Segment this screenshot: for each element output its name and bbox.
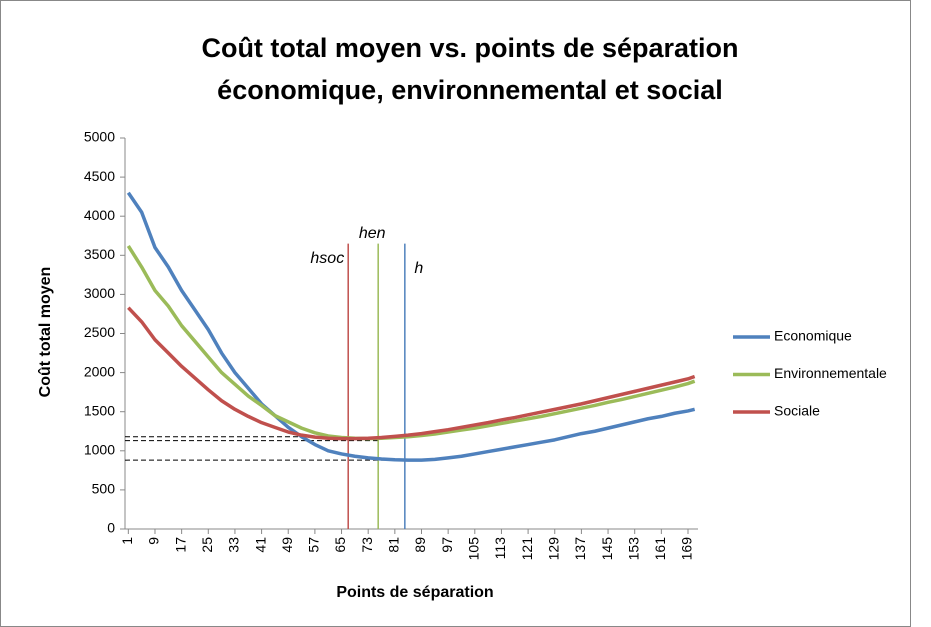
y-tick-label: 2500 <box>84 324 115 340</box>
x-tick-label: 97 <box>439 537 455 553</box>
x-tick-label: 161 <box>652 537 668 561</box>
x-axis-label: Points de séparation <box>336 584 493 601</box>
x-tick-label: 25 <box>199 537 215 553</box>
x-tick-label: 57 <box>306 537 322 553</box>
chart-frame <box>0 0 911 627</box>
x-tick-label: 65 <box>332 537 348 553</box>
y-tick-label: 1500 <box>84 402 115 418</box>
y-tick-label: 3500 <box>84 246 115 262</box>
x-tick-label: 145 <box>599 537 615 561</box>
y-tick-label: 3000 <box>84 285 115 301</box>
x-tick-label: 129 <box>545 537 561 561</box>
legend-label: Environnementale <box>774 365 887 381</box>
x-tick-label: 33 <box>226 537 242 553</box>
x-tick-label: 89 <box>412 537 428 553</box>
y-tick-label: 500 <box>92 481 116 497</box>
y-tick-label: 1000 <box>84 442 115 458</box>
y-axis-label: Coût total moyen <box>37 267 54 398</box>
x-tick-label: 169 <box>679 537 695 561</box>
x-tick-label: 105 <box>465 537 481 561</box>
x-tick-label: 17 <box>172 537 188 553</box>
series-line <box>126 191 696 462</box>
chart-title: Coût total moyen vs. points de séparatio… <box>201 33 738 63</box>
x-tick-label: 153 <box>625 537 641 561</box>
marker-label: hsoc <box>310 250 344 267</box>
marker-label: h <box>414 260 423 277</box>
x-tick-label: 41 <box>252 537 268 553</box>
y-tick-label: 5000 <box>84 129 115 145</box>
legend-label: Sociale <box>774 403 820 419</box>
marker-label: hen <box>359 225 386 242</box>
x-tick-label: 113 <box>492 537 508 560</box>
y-tick-label: 2000 <box>84 363 115 379</box>
x-tick-label: 73 <box>359 537 375 553</box>
x-tick-label: 81 <box>386 537 402 553</box>
x-tick-label: 121 <box>519 537 535 561</box>
x-tick-label: 1 <box>119 537 135 545</box>
x-tick-label: 137 <box>572 537 588 561</box>
legend-label: Economique <box>774 328 852 344</box>
chart-title: économique, environnemental et social <box>217 75 723 105</box>
y-tick-label: 0 <box>107 520 115 536</box>
series-line <box>127 306 696 441</box>
y-tick-label: 4000 <box>84 207 115 223</box>
x-tick-label: 9 <box>146 537 162 545</box>
y-tick-label: 4500 <box>84 168 115 184</box>
x-tick-label: 49 <box>279 537 295 553</box>
